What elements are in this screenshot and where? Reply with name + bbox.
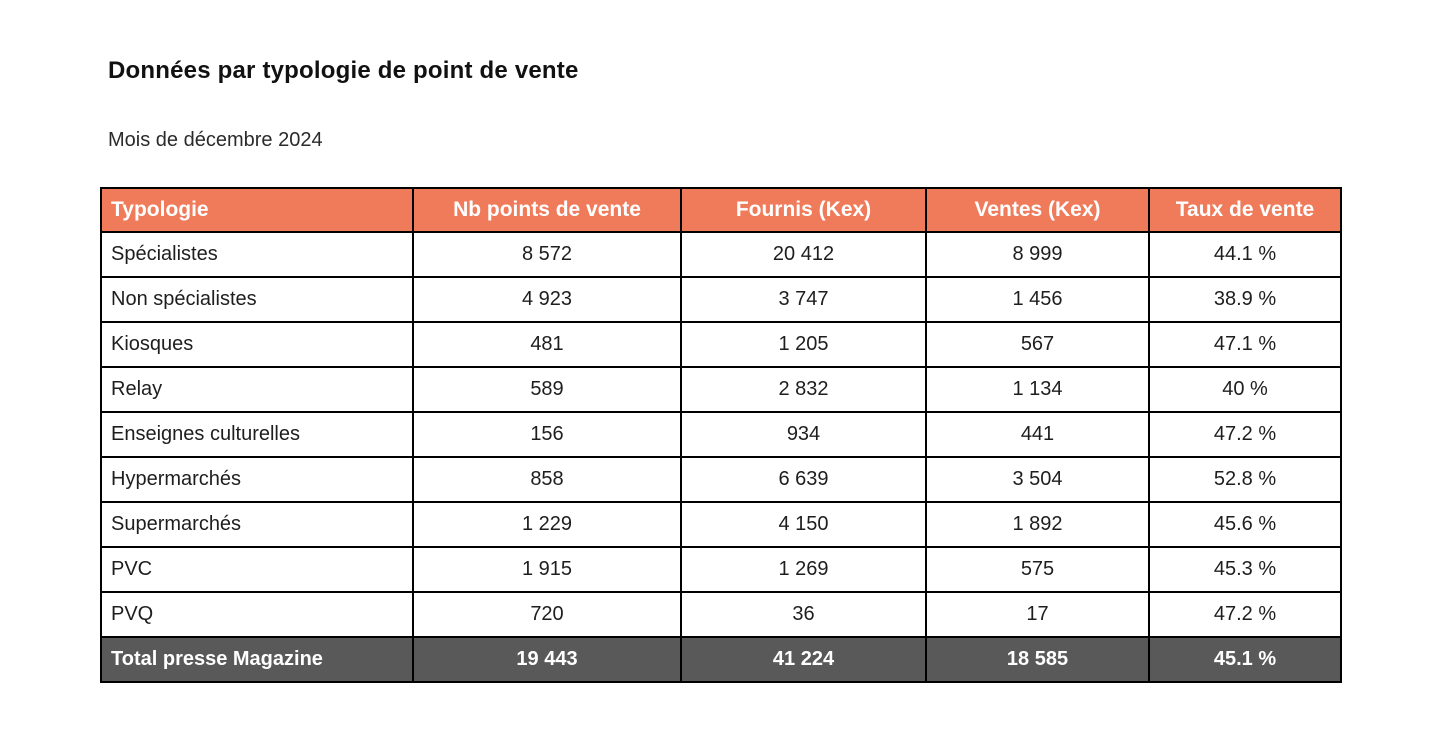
- row-label-cell: Supermarchés: [100, 501, 414, 549]
- table-row: PVC 1 915 1 269 575 45.3 %: [100, 546, 1342, 594]
- value-cell: 575: [925, 546, 1150, 594]
- value-cell: 17: [925, 591, 1150, 639]
- table-row: Supermarchés 1 229 4 150 1 892 45.6 %: [100, 501, 1342, 549]
- table-row: PVQ 720 36 17 47.2 %: [100, 591, 1342, 639]
- value-cell: 3 504: [925, 456, 1150, 504]
- typology-data-table: Typologie Nb points de vente Fournis (Ke…: [100, 187, 1342, 684]
- value-cell: 858: [412, 456, 682, 504]
- page-title: Données par typologie de point de vente: [108, 57, 579, 84]
- value-cell: 47.2 %: [1148, 411, 1342, 459]
- value-cell: 567: [925, 321, 1150, 369]
- value-cell: 1 892: [925, 501, 1150, 549]
- value-cell: 3 747: [680, 276, 927, 324]
- table-row: Kiosques 481 1 205 567 47.1 %: [100, 321, 1342, 369]
- value-cell: 6 639: [680, 456, 927, 504]
- total-value-cell: 41 224: [680, 636, 927, 684]
- value-cell: 1 205: [680, 321, 927, 369]
- value-cell: 1 269: [680, 546, 927, 594]
- row-label-cell: Hypermarchés: [100, 456, 414, 504]
- value-cell: 4 150: [680, 501, 927, 549]
- value-cell: 1 915: [412, 546, 682, 594]
- table-header-row: Typologie Nb points de vente Fournis (Ke…: [100, 187, 1342, 234]
- row-label-cell: Non spécialistes: [100, 276, 414, 324]
- report-page: Données par typologie de point de vente …: [100, 57, 1342, 684]
- value-cell: 47.2 %: [1148, 591, 1342, 639]
- column-header-ventes: Ventes (Kex): [925, 187, 1150, 234]
- column-header-nb-points: Nb points de vente: [412, 187, 682, 234]
- value-cell: 38.9 %: [1148, 276, 1342, 324]
- table-row: Hypermarchés 858 6 639 3 504 52.8 %: [100, 456, 1342, 504]
- value-cell: 52.8 %: [1148, 456, 1342, 504]
- table-row: Spécialistes 8 572 20 412 8 999 44.1 %: [100, 231, 1342, 279]
- value-cell: 589: [412, 366, 682, 414]
- value-cell: 156: [412, 411, 682, 459]
- value-cell: 36: [680, 591, 927, 639]
- row-label-cell: Spécialistes: [100, 231, 414, 279]
- value-cell: 8 999: [925, 231, 1150, 279]
- value-cell: 934: [680, 411, 927, 459]
- value-cell: 720: [412, 591, 682, 639]
- value-cell: 8 572: [412, 231, 682, 279]
- value-cell: 47.1 %: [1148, 321, 1342, 369]
- total-label-cell: Total presse Magazine: [100, 636, 414, 684]
- row-label-cell: Enseignes culturelles: [100, 411, 414, 459]
- row-label-cell: Kiosques: [100, 321, 414, 369]
- value-cell: 4 923: [412, 276, 682, 324]
- total-row: Total presse Magazine 19 443 41 224 18 5…: [100, 636, 1342, 684]
- column-header-typologie: Typologie: [100, 187, 414, 234]
- total-value-cell: 45.1 %: [1148, 636, 1342, 684]
- value-cell: 441: [925, 411, 1150, 459]
- page-subtitle: Mois de décembre 2024: [108, 129, 323, 152]
- total-value-cell: 19 443: [412, 636, 682, 684]
- row-label-cell: PVQ: [100, 591, 414, 639]
- column-header-fournis: Fournis (Kex): [680, 187, 927, 234]
- row-label-cell: Relay: [100, 366, 414, 414]
- value-cell: 20 412: [680, 231, 927, 279]
- row-label-cell: PVC: [100, 546, 414, 594]
- value-cell: 45.6 %: [1148, 501, 1342, 549]
- value-cell: 1 229: [412, 501, 682, 549]
- total-value-cell: 18 585: [925, 636, 1150, 684]
- column-header-taux: Taux de vente: [1148, 187, 1342, 234]
- value-cell: 44.1 %: [1148, 231, 1342, 279]
- table-row: Relay 589 2 832 1 134 40 %: [100, 366, 1342, 414]
- value-cell: 2 832: [680, 366, 927, 414]
- table-row: Enseignes culturelles 156 934 441 47.2 %: [100, 411, 1342, 459]
- value-cell: 1 134: [925, 366, 1150, 414]
- table-row: Non spécialistes 4 923 3 747 1 456 38.9 …: [100, 276, 1342, 324]
- value-cell: 481: [412, 321, 682, 369]
- value-cell: 1 456: [925, 276, 1150, 324]
- value-cell: 45.3 %: [1148, 546, 1342, 594]
- value-cell: 40 %: [1148, 366, 1342, 414]
